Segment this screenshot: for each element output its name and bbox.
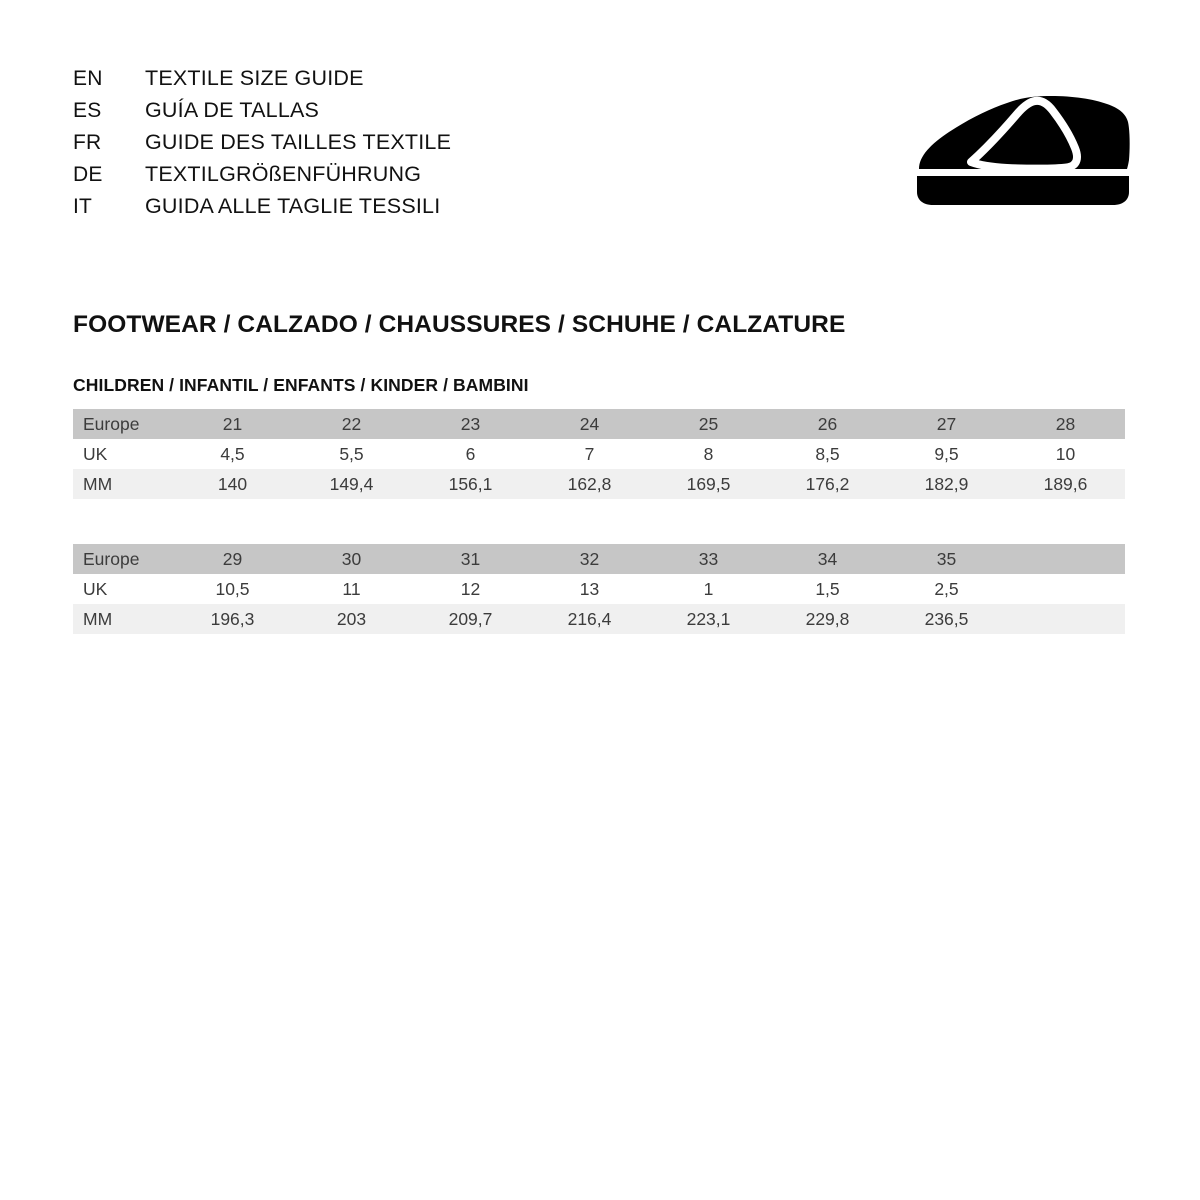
language-code: EN xyxy=(73,67,103,90)
cell-uk-2: 11 xyxy=(292,574,411,604)
cell-europe-3: 31 xyxy=(411,544,530,574)
cell-mm-8: 189,6 xyxy=(1006,469,1125,499)
row-label-mm: MM xyxy=(73,604,173,634)
cell-mm-1: 140 xyxy=(173,469,292,499)
language-title: GUIDA ALLE TAGLIE TESSILI xyxy=(145,194,441,218)
cell-mm-5: 169,5 xyxy=(649,469,768,499)
language-title: TEXTILE SIZE GUIDE xyxy=(145,66,364,90)
cell-mm-7: 236,5 xyxy=(887,604,1006,634)
size-table-children-2: Europe 29 30 31 32 33 34 35 UK 10,5 11 1… xyxy=(73,544,1125,634)
cell-europe-7: 27 xyxy=(887,409,1006,439)
language-code: DE xyxy=(73,163,103,186)
cell-europe-1: 29 xyxy=(173,544,292,574)
cell-europe-6: 26 xyxy=(768,409,887,439)
table-row: Europe 29 30 31 32 33 34 35 xyxy=(73,544,1125,574)
language-row: ES GUÍA DE TALLAS xyxy=(73,94,451,126)
cell-europe-5: 33 xyxy=(649,544,768,574)
cell-uk-5: 1 xyxy=(649,574,768,604)
cell-uk-1: 10,5 xyxy=(173,574,292,604)
row-label-mm: MM xyxy=(73,469,173,499)
cell-uk-4: 13 xyxy=(530,574,649,604)
cell-mm-6: 176,2 xyxy=(768,469,887,499)
cell-mm-8 xyxy=(1006,604,1125,634)
cell-europe-2: 22 xyxy=(292,409,411,439)
language-code: FR xyxy=(73,131,102,154)
cell-uk-1: 4,5 xyxy=(173,439,292,469)
cell-uk-7: 2,5 xyxy=(887,574,1006,604)
cell-mm-6: 229,8 xyxy=(768,604,887,634)
cell-mm-5: 223,1 xyxy=(649,604,768,634)
cell-europe-8: 28 xyxy=(1006,409,1125,439)
language-row: DE TEXTILGRÖßENFÜHRUNG xyxy=(73,158,451,190)
row-label-europe: Europe xyxy=(73,409,173,439)
cell-uk-3: 6 xyxy=(411,439,530,469)
cell-europe-4: 24 xyxy=(530,409,649,439)
row-label-europe: Europe xyxy=(73,544,173,574)
table-row: UK 4,5 5,5 6 7 8 8,5 9,5 10 xyxy=(73,439,1125,469)
language-code: ES xyxy=(73,99,102,122)
language-title: GUIDE DES TAILLES TEXTILE xyxy=(145,130,452,154)
cell-mm-2: 149,4 xyxy=(292,469,411,499)
cell-uk-3: 12 xyxy=(411,574,530,604)
size-table-children-1: Europe 21 22 23 24 25 26 27 28 UK 4,5 5,… xyxy=(73,409,1125,499)
cell-uk-6: 1,5 xyxy=(768,574,887,604)
language-row: IT GUIDA ALLE TAGLIE TESSILI xyxy=(73,190,451,222)
cell-europe-7: 35 xyxy=(887,544,1006,574)
cell-mm-4: 216,4 xyxy=(530,604,649,634)
shoe-icon xyxy=(917,96,1130,205)
language-row: FR GUIDE DES TAILLES TEXTILE xyxy=(73,126,451,158)
table-row: MM 140 149,4 156,1 162,8 169,5 176,2 182… xyxy=(73,469,1125,499)
cell-mm-2: 203 xyxy=(292,604,411,634)
cell-uk-2: 5,5 xyxy=(292,439,411,469)
row-label-uk: UK xyxy=(73,439,173,469)
cell-mm-7: 182,9 xyxy=(887,469,1006,499)
cell-uk-8: 10 xyxy=(1006,439,1125,469)
header-block: EN TEXTILE SIZE GUIDE ES GUÍA DE TALLAS … xyxy=(73,62,1143,222)
cell-europe-2: 30 xyxy=(292,544,411,574)
cell-europe-1: 21 xyxy=(173,409,292,439)
table-row: Europe 21 22 23 24 25 26 27 28 xyxy=(73,409,1125,439)
cell-mm-4: 162,8 xyxy=(530,469,649,499)
language-code: IT xyxy=(73,195,93,218)
table-row: UK 10,5 11 12 13 1 1,5 2,5 xyxy=(73,574,1125,604)
language-row: EN TEXTILE SIZE GUIDE xyxy=(73,62,451,94)
language-title: GUÍA DE TALLAS xyxy=(145,98,320,122)
cell-uk-4: 7 xyxy=(530,439,649,469)
cell-mm-3: 209,7 xyxy=(411,604,530,634)
cell-europe-8 xyxy=(1006,544,1125,574)
cell-uk-7: 9,5 xyxy=(887,439,1006,469)
cell-uk-8 xyxy=(1006,574,1125,604)
cell-mm-1: 196,3 xyxy=(173,604,292,634)
cell-europe-5: 25 xyxy=(649,409,768,439)
cell-europe-3: 23 xyxy=(411,409,530,439)
cell-uk-5: 8 xyxy=(649,439,768,469)
cell-europe-4: 32 xyxy=(530,544,649,574)
children-section-title: CHILDREN / INFANTIL / ENFANTS / KINDER /… xyxy=(73,375,529,395)
row-label-uk: UK xyxy=(73,574,173,604)
cell-uk-6: 8,5 xyxy=(768,439,887,469)
table-row: MM 196,3 203 209,7 216,4 223,1 229,8 236… xyxy=(73,604,1125,634)
cell-mm-3: 156,1 xyxy=(411,469,530,499)
footwear-section-title: FOOTWEAR / CALZADO / CHAUSSURES / SCHUHE… xyxy=(73,311,846,338)
language-title-list: EN TEXTILE SIZE GUIDE ES GUÍA DE TALLAS … xyxy=(73,62,451,222)
cell-europe-6: 34 xyxy=(768,544,887,574)
language-title: TEXTILGRÖßENFÜHRUNG xyxy=(145,162,422,186)
